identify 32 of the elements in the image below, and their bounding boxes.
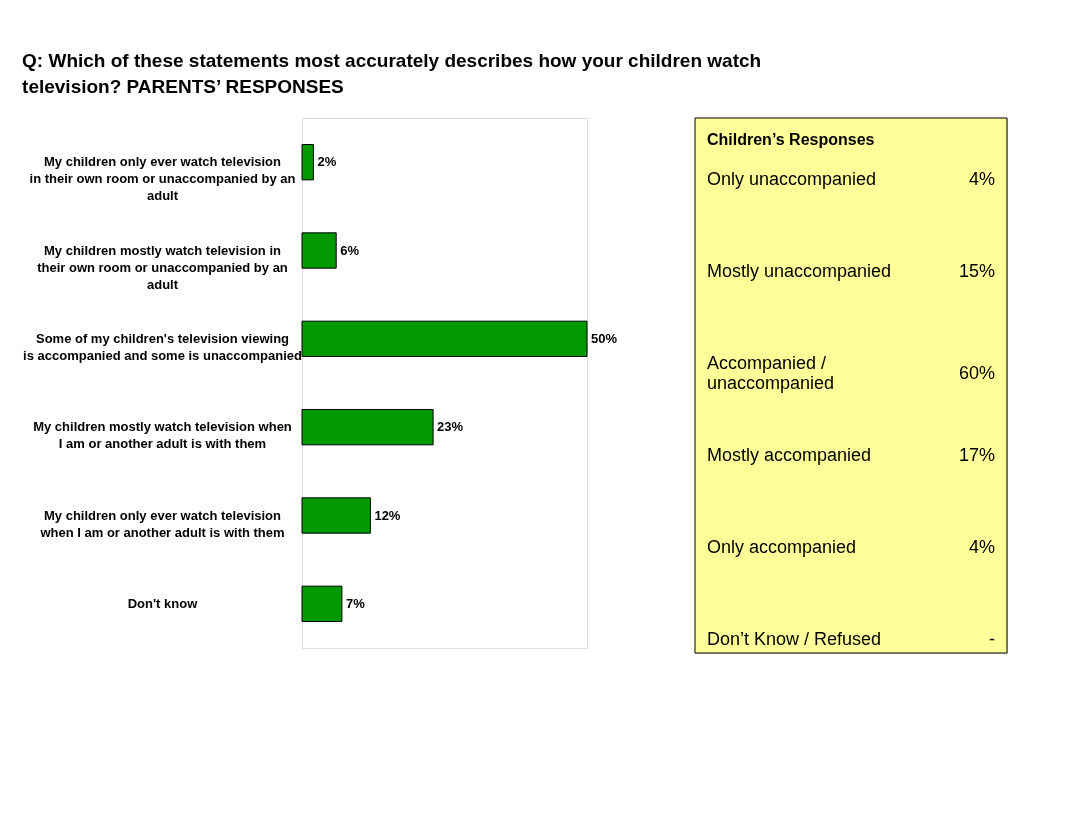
text: Don’t Know / Refused	[707, 629, 882, 649]
data-label: 12%	[374, 507, 401, 523]
bar	[301, 409, 434, 446]
chart-title: Q: Which of these statements most accurately describes how your children watch television? PARENTS’ RESPONSES	[22, 50, 762, 97]
text: -	[989, 629, 995, 649]
text: Only accompanied	[707, 537, 857, 557]
data-label: 50%	[591, 330, 618, 346]
y-tick-label: My children only ever watch television in their own room or unaccompanied by an adult	[29, 154, 296, 204]
text: Children’s Responses	[707, 131, 875, 148]
bar	[301, 320, 588, 357]
text: Mostly accompanied	[707, 445, 872, 465]
text: 15%	[958, 261, 995, 281]
y-tick-label: My children mostly watch television in their own room or unaccompanied by an adult	[37, 242, 288, 292]
text: Mostly unaccompanied	[707, 261, 892, 281]
data-label: 6%	[340, 242, 360, 258]
y-tick-label: Don't know	[127, 595, 199, 611]
y-tick-label: My children only ever watch television when I am or another adult is with them	[39, 507, 285, 540]
text: Only unaccompanied	[707, 169, 877, 189]
y-tick-label: Some of my children's television viewing is accompanied and some is unaccompanied	[23, 330, 302, 363]
data-label: 2%	[317, 154, 337, 170]
text: Accompanied / unaccompanied	[707, 353, 835, 393]
text: 60%	[958, 363, 995, 383]
bar	[301, 497, 371, 534]
text: 17%	[958, 445, 995, 465]
y-tick-label: My children mostly watch television when I am or another adult is with them	[33, 419, 292, 452]
data-label: 7%	[345, 595, 366, 611]
bar	[301, 585, 343, 622]
text: 4%	[968, 169, 995, 189]
text: 4%	[968, 537, 995, 557]
bar	[301, 144, 314, 181]
data-label: 23%	[437, 419, 464, 435]
bar	[301, 232, 337, 269]
